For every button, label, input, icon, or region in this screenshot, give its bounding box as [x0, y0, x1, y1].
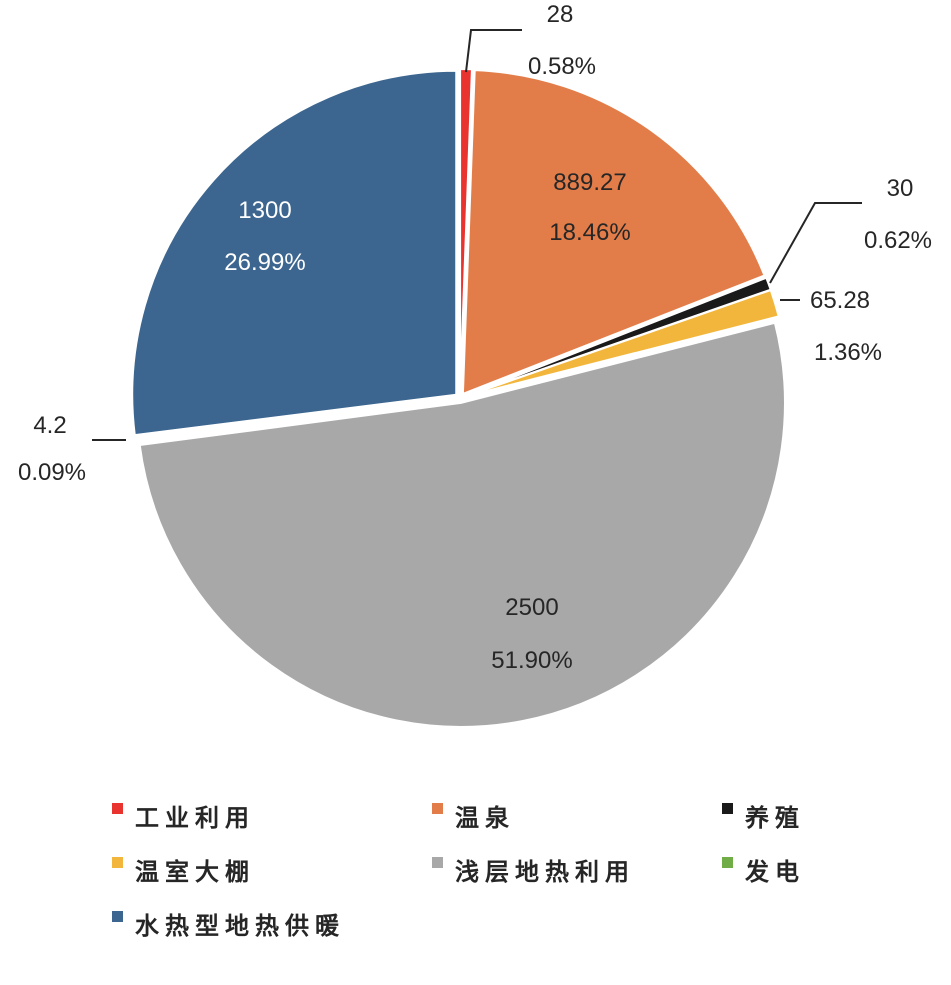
legend-item: 温泉: [432, 798, 515, 833]
legend-label: 养殖: [745, 804, 805, 832]
percent-label-0: 0.58%: [528, 53, 596, 80]
value-label-3: 65.28: [810, 287, 870, 314]
legend-item: 水热型地热供暖: [112, 906, 345, 941]
percent-label-4: 51.90%: [491, 647, 572, 674]
legend-swatch: [722, 803, 733, 814]
legend-item: 发电: [722, 852, 805, 887]
legend-label: 浅层地热利用: [455, 858, 635, 886]
legend-label: 水热型地热供暖: [135, 912, 345, 940]
value-label-6: 1300: [238, 197, 291, 224]
percent-label-1: 18.46%: [549, 219, 630, 246]
pie-slice-6: [131, 69, 458, 437]
legend-label: 工业利用: [135, 804, 255, 832]
legend-item: 温室大棚: [112, 852, 255, 887]
pie-slice-3: [464, 288, 780, 398]
value-label-4: 2500: [505, 594, 558, 621]
value-label-5: 4.2: [33, 412, 66, 439]
legend-item: 浅层地热利用: [432, 852, 635, 887]
legend-swatch: [112, 911, 123, 922]
legend-item: 工业利用: [112, 798, 255, 833]
value-label-2: 30: [887, 175, 914, 202]
percent-label-5: 0.09%: [18, 459, 86, 486]
percent-label-2: 0.62%: [864, 227, 932, 254]
legend-item: 养殖: [722, 798, 805, 833]
legend-label: 温室大棚: [135, 858, 255, 886]
legend-swatch: [722, 857, 733, 868]
legend-swatch: [432, 803, 443, 814]
pie-slice-1: [461, 69, 766, 396]
pie-slice-5: [132, 397, 456, 442]
percent-label-6: 26.99%: [224, 249, 305, 276]
pie-slice-4: [138, 321, 786, 728]
legend-swatch: [112, 803, 123, 814]
legend-swatch: [432, 857, 443, 868]
legend-swatch: [112, 857, 123, 868]
legend-label: 发电: [745, 858, 805, 886]
value-label-0: 28: [547, 1, 574, 28]
percent-label-3: 1.36%: [814, 339, 882, 366]
legend-label: 温泉: [455, 804, 515, 832]
value-label-1: 889.27: [553, 169, 626, 196]
leader-line-0: [465, 29, 522, 73]
leader-line-2: [769, 202, 862, 284]
